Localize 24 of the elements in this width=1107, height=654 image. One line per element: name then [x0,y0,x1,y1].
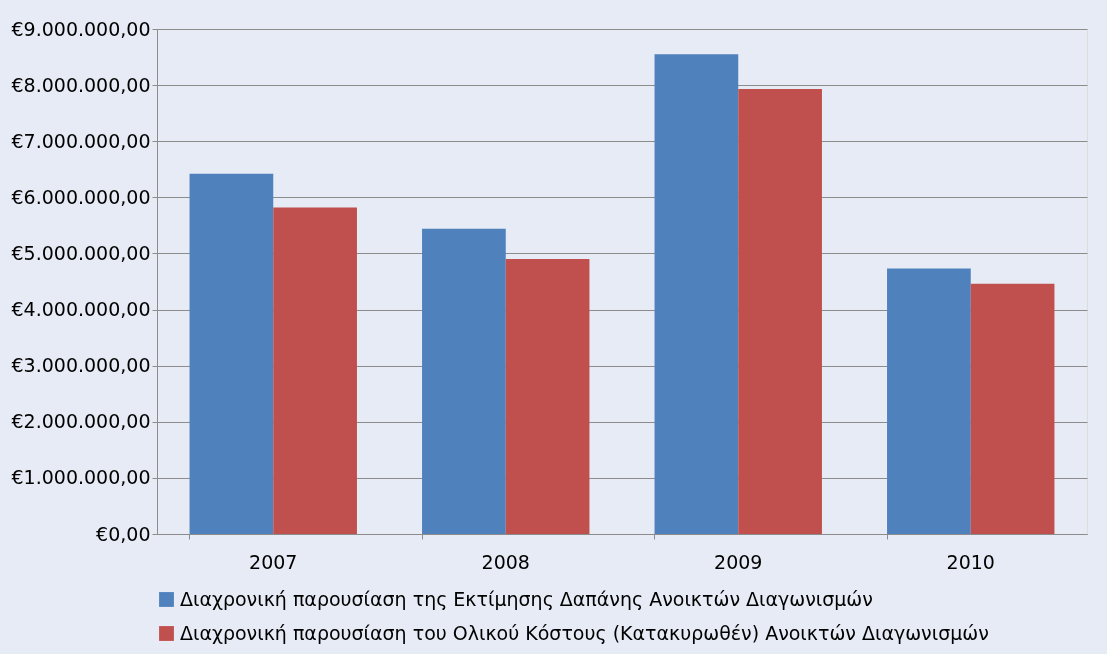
y-tick-label: €7.000.000,00 [11,129,151,152]
x-tick-label: 2008 [481,550,530,573]
y-tick-label: €5.000.000,00 [11,241,151,264]
x-tick-label: 2007 [249,550,298,573]
bar [422,228,506,534]
y-tick-label: €0,00 [96,522,151,545]
y-tick-label: €4.000.000,00 [11,298,151,321]
bar [505,259,590,534]
y-tick-label: €1.000.000,00 [11,466,151,489]
bar [738,89,822,534]
y-tick-label: €6.000.000,00 [11,185,151,208]
bar [654,54,739,534]
legend-label: Διαχρονική παρουσίαση της Εκτίμησης Δαπάνης Ανοικτών Διαγωνισμών [180,587,873,610]
y-tick-label: €3.000.000,00 [11,354,151,377]
bar [887,268,971,534]
bar [189,173,274,534]
x-tick-label: 2009 [714,550,763,573]
y-tick-label: €9.000.000,00 [11,17,151,40]
legend-label: Διαχρονική παρουσίαση του Ολικού Κόστους (Κατακυρωθέν) Ανοικτών Διαγωνισμών [180,621,989,644]
bar [970,283,1055,534]
y-tick-label: €2.000.000,00 [11,410,151,433]
y-tick-label: €8.000.000,00 [11,73,151,96]
bar [273,207,357,534]
x-tick-label: 2010 [946,550,995,573]
